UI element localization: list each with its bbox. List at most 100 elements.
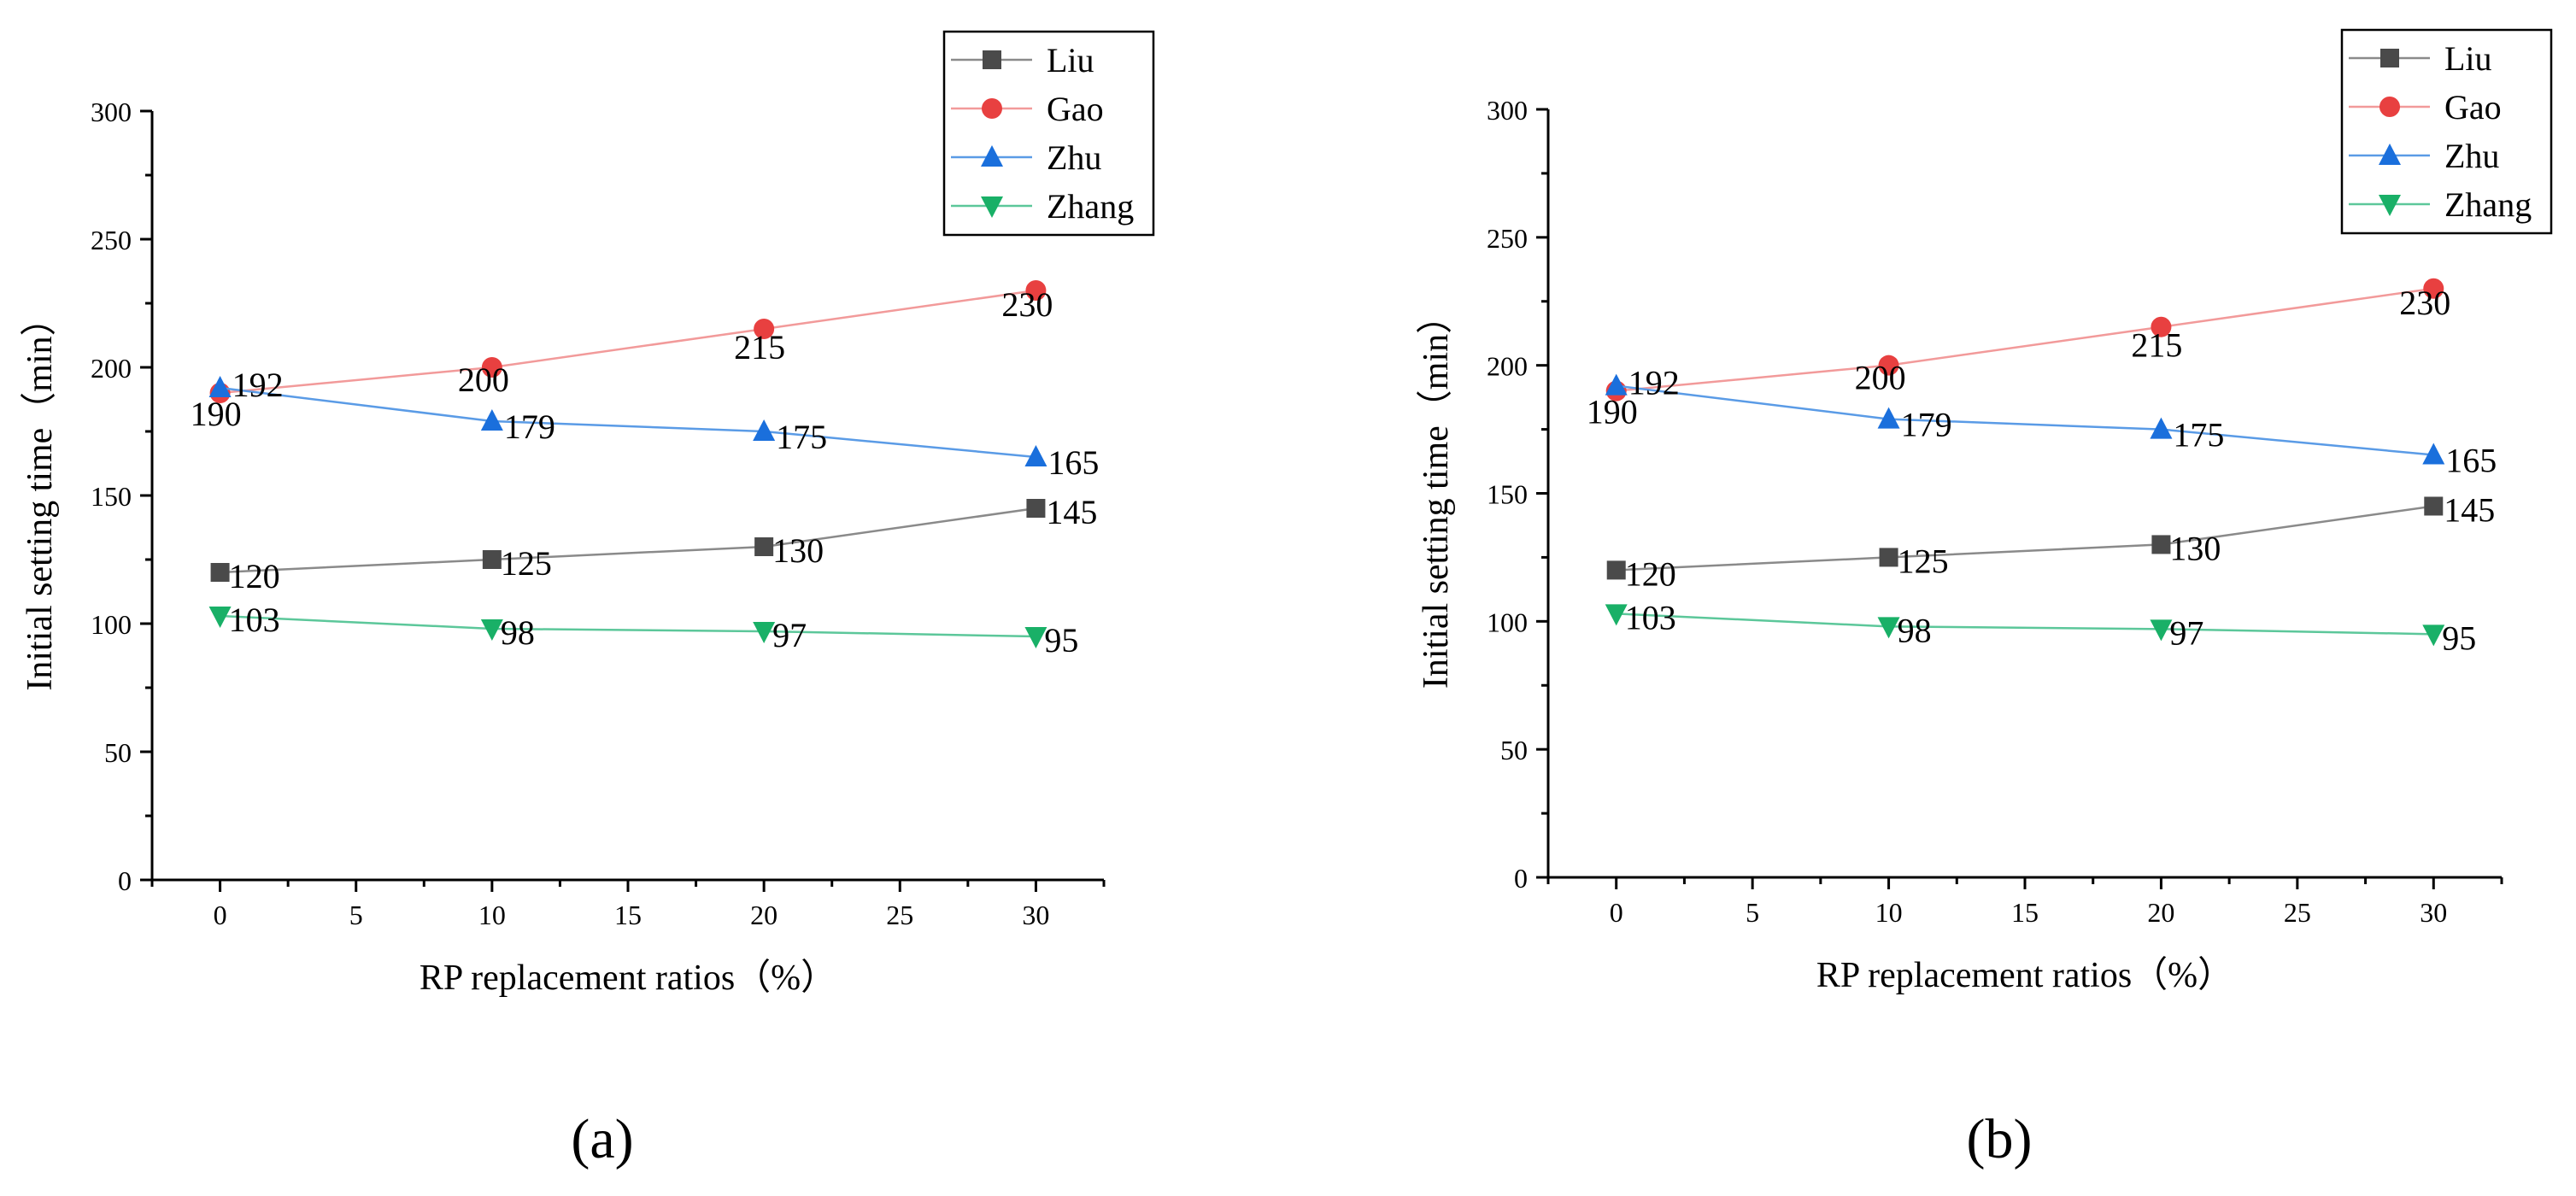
x-tick-label: 25 [2284,897,2311,928]
x-tick-label: 10 [478,900,506,930]
data-label-zhu: 165 [1047,443,1099,482]
x-tick-label: 25 [886,900,913,930]
y-tick-label: 100 [1487,607,1528,637]
legend-label-zhang: Zhang [1047,187,1134,226]
y-tick-label: 0 [1514,863,1528,894]
legend-marker-zhang [2379,195,2401,216]
data-point-zhang [2150,619,2173,642]
data-point-gao [754,319,775,339]
y-tick-label: 300 [1487,95,1528,126]
legend-marker-zhang [981,196,1003,218]
data-point-liu [754,537,774,556]
legend-marker-zhu [2379,144,2401,165]
x-tick-label: 5 [1746,897,1759,928]
data-label-gao: 190 [1587,393,1638,431]
data-point-liu [1606,560,1626,580]
data-label-liu: 130 [772,531,824,570]
y-axis-label: Initial setting time（min） [21,300,60,690]
data-label-gao: 200 [458,361,509,399]
legend-marker-gao [2379,97,2400,117]
data-point-gao [2151,316,2172,337]
data-point-zhu [2150,417,2173,439]
data-label-gao: 200 [1855,359,1906,397]
data-point-gao [1878,355,1899,376]
data-point-zhu [1024,445,1047,466]
chart-b: 0 50 100 150 200 250 300 0 5 10 15 20 25 30 RP replace… [1417,28,2553,1170]
y-tick-label: 0 [118,865,132,896]
data-label-zhu: 165 [2445,442,2497,480]
data-label-liu: 120 [229,557,280,595]
x-axis-label: RP replacement ratios（%） [420,959,836,998]
data-label-gao: 215 [2131,326,2182,365]
data-label-liu: 125 [1898,542,1949,580]
data-point-zhu [1605,373,1628,396]
y-tick-label: 300 [91,97,132,127]
data-label-zhu: 179 [504,407,555,446]
legend-label-gao: Gao [2444,88,2502,126]
data-label-zhu: 175 [2173,416,2224,454]
data-label-zhang: 95 [1044,621,1078,660]
data-label-zhang: 98 [501,613,535,652]
series-line-zhang [1616,613,2434,636]
x-tick-label: 0 [214,900,227,930]
data-label-liu: 120 [1625,554,1676,593]
data-label-liu: 145 [1046,493,1097,531]
data-label-liu: 125 [501,544,552,583]
x-axis-label: RP replacement ratios（%） [1816,956,2233,995]
y-tick-label: 250 [91,225,132,255]
data-label-zhu: 192 [1628,364,1680,402]
legend-box [2340,28,2553,235]
legend-label-liu: Liu [1047,41,1094,79]
data-point-zhang [753,622,776,643]
data-point-gao [1025,280,1047,301]
y-tick-label: 150 [1487,479,1528,510]
data-point-liu [482,550,502,569]
series-line-zhu [220,386,1036,459]
chart-panel-b: 0 50 100 150 200 250 300 0 5 10 15 20 25 30 RP replace… [1282,0,2576,1196]
data-point-liu [1026,499,1046,518]
data-point-zhu [208,376,232,397]
legend-marker-liu [2380,49,2399,67]
series-line-zhu [1616,384,2434,456]
data-point-liu [1879,548,1898,567]
legend-label-zhu: Zhu [2444,137,2499,175]
x-tick-label: 5 [349,900,363,930]
panel-label: (b) [1967,1108,2033,1170]
x-tick-label: 15 [614,900,642,930]
y-tick-label: 200 [1487,351,1528,382]
series-line-gao [220,289,1036,395]
legend-box [942,30,1155,237]
x-tick-label: 15 [2011,897,2039,928]
series-line-liu [1616,505,2434,572]
chart-panel-a: 0 50 100 150 200 250 300 0 5 10 15 20 25 30 RP replace… [0,0,1282,1196]
data-point-zhang [480,619,503,641]
data-point-zhang [1605,604,1628,626]
x-tick-label: 0 [1610,897,1623,928]
data-point-gao [481,357,502,378]
data-point-zhu [1877,407,1900,429]
data-label-gao: 190 [191,395,242,433]
data-label-liu: 130 [2169,529,2221,567]
data-point-zhang [1877,617,1900,639]
data-point-zhu [2422,443,2445,465]
data-point-liu [210,563,230,582]
y-axis-label: Initial setting time（min） [1417,298,1456,689]
data-label-zhang: 97 [2169,613,2203,652]
y-tick-label: 150 [91,481,132,512]
data-label-zhang: 98 [1898,611,1932,649]
data-label-zhang: 97 [772,616,807,654]
legend-marker-zhu [981,145,1003,167]
data-label-zhu: 179 [1901,406,1952,444]
series-line-zhang [220,614,1036,638]
data-point-zhang [208,607,232,628]
data-label-gao: 230 [2399,284,2450,322]
data-label-gao: 215 [734,328,785,366]
x-tick-label: 10 [1875,897,1903,928]
legend-label-liu: Liu [2444,39,2492,78]
legend-marker-liu [983,50,1001,69]
data-point-liu [2151,535,2171,554]
y-tick-label: 250 [1487,223,1528,254]
x-tick-label: 30 [1022,900,1049,930]
data-label-gao: 230 [1001,285,1053,324]
y-tick-label: 50 [1500,735,1528,765]
